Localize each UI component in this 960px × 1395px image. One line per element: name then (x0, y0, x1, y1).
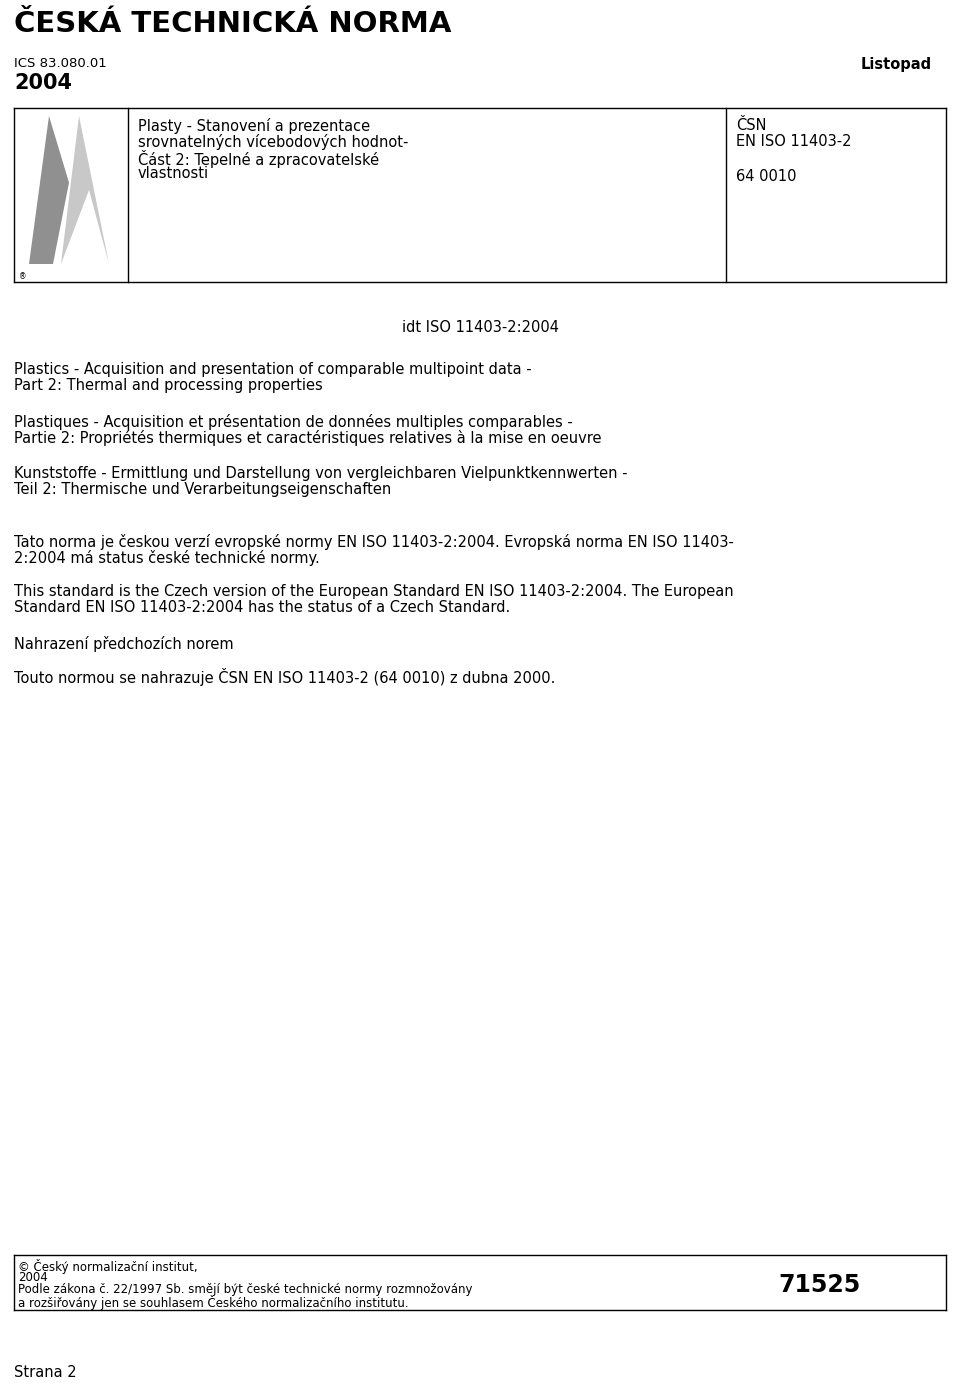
Polygon shape (61, 116, 109, 264)
Text: 2004: 2004 (14, 73, 72, 93)
Text: Part 2: Thermal and processing properties: Part 2: Thermal and processing propertie… (14, 378, 323, 393)
Text: Teil 2: Thermische und Verarbeitungseigenschaften: Teil 2: Thermische und Verarbeitungseige… (14, 483, 392, 497)
Text: Strana 2: Strana 2 (14, 1364, 77, 1380)
Text: Plastics - Acquisition and presentation of comparable multipoint data -: Plastics - Acquisition and presentation … (14, 361, 532, 377)
Text: vlastnosti: vlastnosti (138, 166, 209, 181)
Text: idt ISO 11403-2:2004: idt ISO 11403-2:2004 (401, 319, 559, 335)
Text: ®: ® (19, 272, 27, 280)
Text: srovnatelných vícebodových hodnot-: srovnatelných vícebodových hodnot- (138, 134, 408, 151)
Text: 2:2004 má status české technické normy.: 2:2004 má status české technické normy. (14, 550, 320, 566)
Text: Nahrazení předchozích norem: Nahrazení předchozích norem (14, 636, 233, 651)
Text: EN ISO 11403-2: EN ISO 11403-2 (736, 134, 852, 149)
Text: Listopad: Listopad (861, 57, 932, 73)
Text: ČSN: ČSN (736, 119, 766, 133)
Text: 71525: 71525 (779, 1274, 861, 1297)
Text: ČESKÁ TECHNICKÁ NORMA: ČESKÁ TECHNICKÁ NORMA (14, 10, 451, 38)
Text: This standard is the Czech version of the European Standard EN ISO 11403-2:2004.: This standard is the Czech version of th… (14, 585, 733, 598)
Text: Podle zákona č. 22/1997 Sb. smějí být české technické normy rozmnožovány: Podle zákona č. 22/1997 Sb. smějí být če… (18, 1283, 472, 1296)
Text: Kunststoffe - Ermittlung und Darstellung von vergleichbaren Vielpunktkennwerten : Kunststoffe - Ermittlung und Darstellung… (14, 466, 628, 481)
Text: Plasty - Stanovení a prezentace: Plasty - Stanovení a prezentace (138, 119, 371, 134)
Text: Plastiques - Acquisition et présentation de données multiples comparables -: Plastiques - Acquisition et présentation… (14, 414, 573, 430)
Text: a rozšiřovány jen se souhlasem Českého normalizačního institutu.: a rozšiřovány jen se souhlasem Českého n… (18, 1295, 409, 1310)
Text: © Český normalizační institut,: © Český normalizační institut, (18, 1260, 198, 1274)
Text: ICS 83.080.01: ICS 83.080.01 (14, 57, 107, 70)
Text: Touto normou se nahrazuje ČSN EN ISO 11403-2 (64 0010) z dubna 2000.: Touto normou se nahrazuje ČSN EN ISO 114… (14, 668, 556, 686)
Text: Partie 2: Propriétés thermiques et caractéristiques relatives à la mise en oeuvr: Partie 2: Propriétés thermiques et carac… (14, 430, 602, 446)
Text: 64 0010: 64 0010 (736, 169, 797, 184)
Polygon shape (29, 116, 69, 264)
Text: 2004: 2004 (18, 1271, 48, 1283)
Text: Část 2: Tepelné a zpracovatelské: Část 2: Tepelné a zpracovatelské (138, 151, 379, 167)
Text: Tato norma je českou verzí evropské normy EN ISO 11403-2:2004. Evropská norma EN: Tato norma je českou verzí evropské norm… (14, 534, 733, 550)
Text: Standard EN ISO 11403-2:2004 has the status of a Czech Standard.: Standard EN ISO 11403-2:2004 has the sta… (14, 600, 511, 615)
